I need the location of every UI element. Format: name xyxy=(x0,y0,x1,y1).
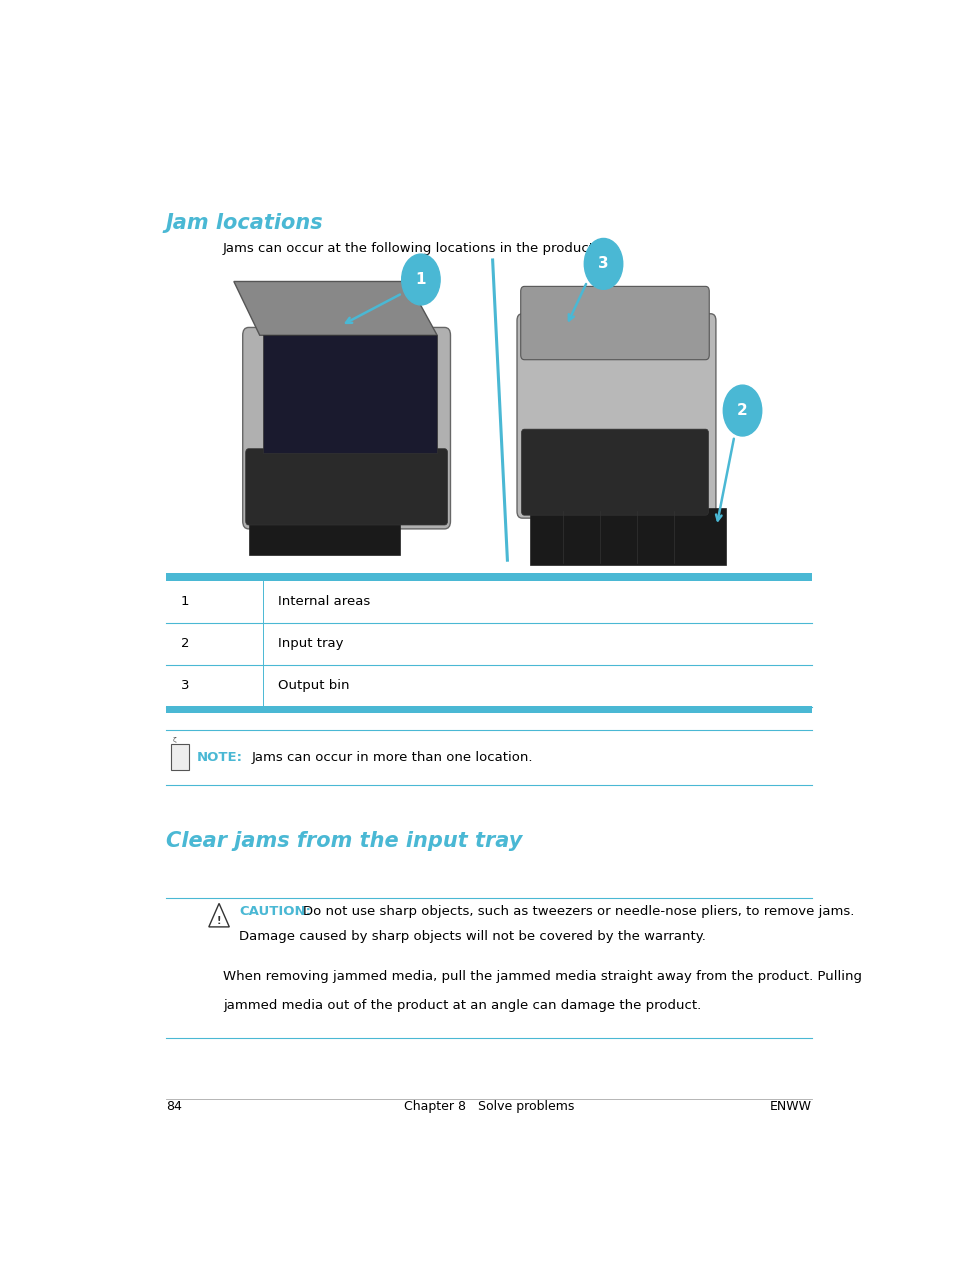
Polygon shape xyxy=(209,903,229,927)
Text: NOTE:: NOTE: xyxy=(196,752,243,765)
Text: 2: 2 xyxy=(180,638,189,650)
Polygon shape xyxy=(529,508,724,565)
Text: Do not use sharp objects, such as tweezers or needle-nose pliers, to remove jams: Do not use sharp objects, such as tweeze… xyxy=(302,906,853,918)
Bar xyxy=(166,573,811,580)
Text: Jams can occur at the following locations in the product.: Jams can occur at the following location… xyxy=(222,243,598,255)
Polygon shape xyxy=(263,335,436,452)
Polygon shape xyxy=(233,282,436,335)
Circle shape xyxy=(583,239,622,290)
FancyBboxPatch shape xyxy=(242,328,450,528)
FancyBboxPatch shape xyxy=(171,744,189,771)
Text: CAUTION:: CAUTION: xyxy=(239,906,311,918)
Text: 84: 84 xyxy=(166,1100,181,1113)
Text: 1: 1 xyxy=(416,272,426,287)
Text: Internal areas: Internal areas xyxy=(278,596,370,608)
FancyBboxPatch shape xyxy=(521,429,708,516)
FancyBboxPatch shape xyxy=(517,314,715,518)
Text: 3: 3 xyxy=(598,257,608,272)
Circle shape xyxy=(401,254,439,305)
Text: ENWW: ENWW xyxy=(769,1100,811,1113)
Text: Damage caused by sharp objects will not be covered by the warranty.: Damage caused by sharp objects will not … xyxy=(239,930,705,942)
Circle shape xyxy=(722,385,760,436)
Text: Chapter 8   Solve problems: Chapter 8 Solve problems xyxy=(403,1100,574,1113)
FancyBboxPatch shape xyxy=(246,448,447,525)
Text: Jam locations: Jam locations xyxy=(166,213,323,232)
Text: When removing jammed media, pull the jammed media straight away from the product: When removing jammed media, pull the jam… xyxy=(222,970,861,983)
Text: Output bin: Output bin xyxy=(278,679,350,692)
Polygon shape xyxy=(249,518,400,555)
Text: Input tray: Input tray xyxy=(278,638,343,650)
Text: 2: 2 xyxy=(737,403,747,418)
Bar xyxy=(166,706,811,712)
Text: 3: 3 xyxy=(180,679,189,692)
FancyBboxPatch shape xyxy=(520,286,708,359)
Text: Clear jams from the input tray: Clear jams from the input tray xyxy=(166,831,521,851)
Text: Jams can occur in more than one location.: Jams can occur in more than one location… xyxy=(252,752,533,765)
Text: ζ: ζ xyxy=(172,737,176,743)
Text: !: ! xyxy=(216,916,221,926)
Text: jammed media out of the product at an angle can damage the product.: jammed media out of the product at an an… xyxy=(222,999,700,1012)
Text: 1: 1 xyxy=(180,596,189,608)
